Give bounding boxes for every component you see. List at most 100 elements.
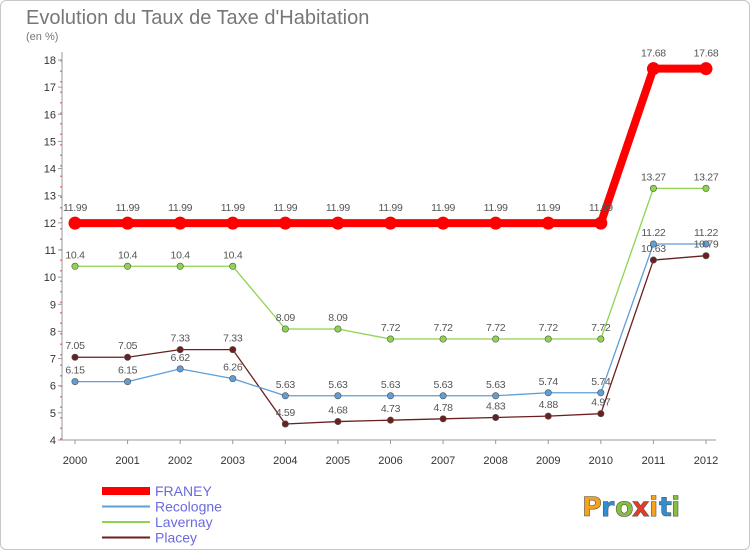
data-point: [544, 335, 552, 343]
data-point: [176, 346, 184, 354]
data-label: 11.99: [273, 202, 297, 214]
data-label: 4.73: [381, 403, 401, 415]
data-label: 4.83: [486, 400, 506, 412]
data-label: 7.05: [118, 340, 138, 352]
data-label: 13.27: [694, 171, 719, 183]
data-label: 6.26: [223, 362, 243, 374]
data-point: [702, 184, 710, 192]
data-point: [646, 62, 660, 76]
data-point: [702, 252, 710, 260]
x-tick-label: 2008: [483, 455, 507, 467]
y-tick-label: 6: [50, 381, 56, 393]
y-tick-label: 7: [50, 354, 56, 366]
brand-letter: P: [582, 492, 602, 523]
data-point: [331, 216, 345, 230]
data-point: [649, 256, 657, 264]
series-placey: [71, 252, 710, 428]
x-tick-label: 2003: [221, 455, 245, 467]
data-point: [176, 365, 184, 373]
data-label: 10.79: [694, 239, 719, 251]
data-point: [68, 216, 82, 230]
data-point: [597, 410, 605, 418]
data-label: 13.27: [641, 171, 666, 183]
y-tick-label: 9: [50, 299, 56, 311]
data-point: [281, 325, 289, 333]
x-tick-label: 2007: [431, 455, 455, 467]
data-label: 4.88: [539, 399, 559, 411]
data-label: 5.74: [539, 376, 559, 388]
data-label: 11.99: [326, 202, 350, 214]
data-label: 4.97: [591, 397, 611, 409]
x-tick-label: 2005: [326, 455, 350, 467]
data-point: [226, 216, 240, 230]
data-point: [278, 216, 292, 230]
data-point: [176, 262, 184, 270]
data-label: 5.63: [486, 379, 506, 391]
data-label: 4.59: [276, 407, 296, 419]
brand-letter: i: [649, 492, 658, 523]
data-point: [334, 418, 342, 426]
y-tick-label: 4: [50, 435, 56, 447]
series-lavernay: [71, 184, 710, 343]
x-tick-label: 2000: [63, 455, 87, 467]
x-tick-label: 2011: [642, 455, 666, 467]
data-point: [71, 378, 79, 386]
data-label: 5.63: [328, 379, 348, 391]
data-label: 11.99: [63, 202, 87, 214]
axes: 4 5 6 7 8 9 10 11 12 13 14 15 16 17 18 2000 2001 2002 2003…: [44, 52, 718, 467]
legend-label-lavernay: Lavernay: [155, 514, 213, 530]
data-point: [544, 389, 552, 397]
legend-label-placey: Placey: [155, 530, 197, 546]
data-label: 11.99: [589, 202, 613, 214]
data-point: [492, 413, 500, 421]
data-label: 17.68: [641, 48, 666, 60]
y-tick-label: 11: [45, 245, 56, 257]
data-label: 10.4: [223, 249, 243, 261]
series-lines: [68, 62, 713, 428]
data-label: 6.62: [171, 352, 191, 364]
data-label: 11.99: [168, 202, 192, 214]
data-labels: 11.99 11.99 11.99 11.99 11.99 11.99 11.99 11.99…: [63, 48, 719, 419]
data-point: [702, 240, 710, 248]
data-label: 11.99: [116, 202, 140, 214]
data-label: 11.99: [484, 202, 508, 214]
data-label: 5.74: [591, 376, 611, 388]
x-tick-label: 2010: [589, 455, 613, 467]
x-tick-label: 2004: [273, 455, 297, 467]
data-point: [334, 325, 342, 333]
x-tick-label: 2012: [694, 455, 718, 467]
series-line-franey: [71, 64, 710, 228]
data-label: 11.22: [641, 227, 665, 239]
data-label: 7.72: [433, 322, 453, 334]
data-point: [121, 216, 135, 230]
brand-letter: r: [601, 492, 615, 523]
brand-letter: t: [659, 492, 672, 523]
y-tick-label: 18: [44, 55, 56, 67]
data-label: 7.33: [223, 333, 243, 345]
data-point: [439, 335, 447, 343]
data-point: [124, 378, 132, 386]
chart-subtitle: (en %): [26, 31, 58, 43]
x-tick-label: 2002: [168, 455, 192, 467]
data-label: 7.72: [381, 322, 401, 334]
y-tick-label: 14: [44, 164, 56, 176]
legend-label-franey: FRANEY: [155, 483, 212, 499]
y-tick-label: 15: [44, 136, 56, 148]
data-label: 11.22: [694, 227, 718, 239]
data-label: 7.33: [171, 333, 191, 345]
y-tick-label: 10: [44, 272, 56, 284]
x-tick-label: 2001: [115, 455, 139, 467]
data-label: 4.68: [328, 405, 348, 417]
y-tick-label: 16: [44, 109, 56, 121]
data-point: [334, 392, 342, 400]
data-point: [541, 216, 555, 230]
data-point: [124, 262, 132, 270]
data-point: [439, 392, 447, 400]
brand-letter: o: [615, 492, 634, 523]
data-label: 5.63: [433, 379, 453, 391]
data-point: [384, 216, 397, 230]
data-point: [229, 375, 237, 383]
data-point: [71, 353, 79, 361]
data-point: [386, 392, 394, 400]
